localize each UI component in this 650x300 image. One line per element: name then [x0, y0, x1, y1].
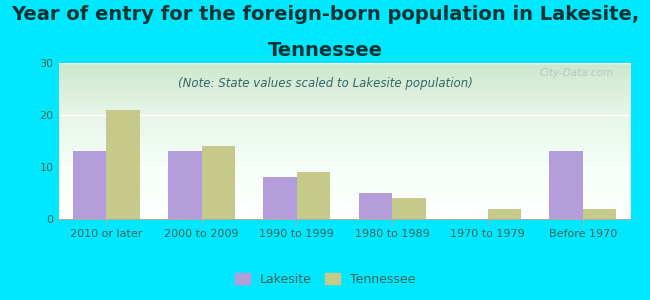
Bar	[202, 146, 235, 219]
Bar	[549, 152, 583, 219]
Bar	[73, 152, 106, 219]
Bar	[106, 110, 140, 219]
Text: Tennessee: Tennessee	[268, 40, 382, 59]
Text: City-Data.com: City-Data.com	[540, 68, 614, 78]
Bar	[488, 208, 521, 219]
Text: (Note: State values scaled to Lakesite population): (Note: State values scaled to Lakesite p…	[177, 76, 473, 89]
Legend: Lakesite, Tennessee: Lakesite, Tennessee	[230, 268, 420, 291]
Bar	[168, 152, 202, 219]
Bar	[359, 193, 392, 219]
Bar	[263, 177, 297, 219]
Text: Year of entry for the foreign-born population in Lakesite,: Year of entry for the foreign-born popul…	[11, 4, 639, 23]
Bar	[297, 172, 330, 219]
Bar	[392, 198, 426, 219]
Bar	[583, 208, 616, 219]
